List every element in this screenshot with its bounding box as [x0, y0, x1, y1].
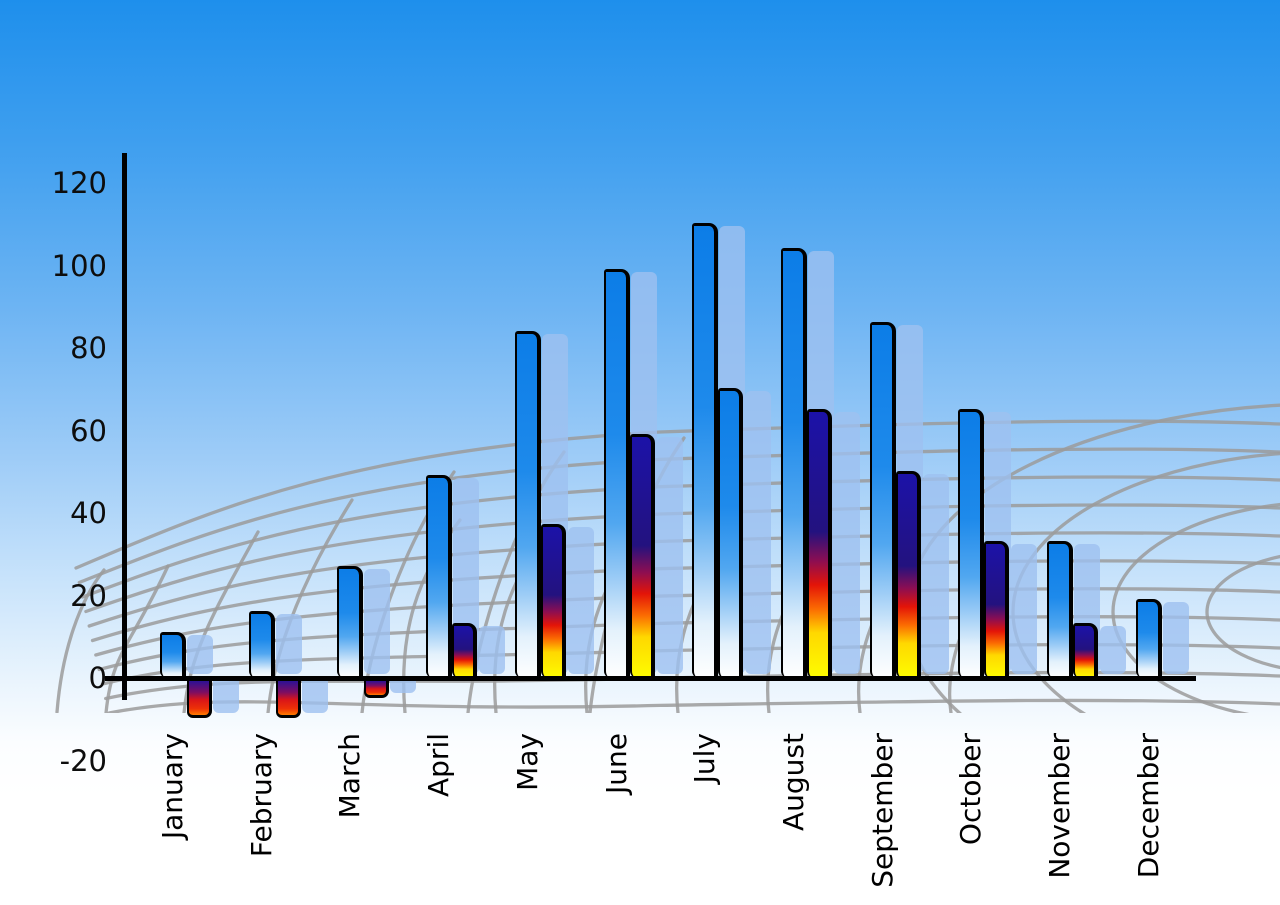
bar-november-primary: [1047, 540, 1073, 678]
bar-august-secondary-shadow: [834, 411, 860, 674]
bar-september-secondary-shadow: [923, 473, 949, 674]
y-tick-40: 40: [70, 496, 107, 530]
x-label-october: October: [954, 733, 987, 846]
x-label-june: June: [600, 733, 633, 794]
bar-march-secondary: [364, 681, 389, 698]
bar-january-primary: [160, 631, 186, 678]
x-label-january: January: [156, 733, 189, 840]
bar-july-secondary: [718, 388, 743, 678]
bar-april-secondary-shadow: [479, 626, 505, 674]
y-tick-0: 0: [88, 661, 107, 695]
bar-september-primary: [870, 322, 896, 678]
bar-december-primary: [1136, 598, 1162, 678]
bar-april-primary: [426, 474, 452, 678]
y-tick--20: -20: [59, 744, 107, 778]
bar-june-secondary: [630, 433, 655, 678]
y-axis-line: [122, 153, 127, 700]
bar-june-secondary-shadow: [657, 436, 683, 674]
bar-january-secondary-shadow: [213, 681, 239, 714]
bar-november-secondary: [1073, 623, 1098, 678]
bar-march-primary-shadow: [364, 568, 390, 674]
bar-july-secondary-shadow: [745, 391, 771, 674]
bar-september-secondary: [896, 470, 921, 678]
bar-october-secondary: [984, 540, 1009, 678]
bar-march-primary: [337, 565, 363, 678]
x-label-november: November: [1043, 733, 1076, 879]
bar-august-primary: [781, 248, 807, 678]
bar-february-secondary: [276, 681, 301, 719]
bar-october-primary: [958, 408, 984, 678]
bar-may-secondary-shadow: [568, 527, 594, 674]
x-label-december: December: [1132, 733, 1165, 879]
x-label-march: March: [333, 733, 366, 819]
bar-november-secondary-shadow: [1100, 626, 1126, 674]
bar-february-secondary-shadow: [302, 681, 328, 714]
x-axis-line: [105, 676, 1196, 681]
bar-january-primary-shadow: [187, 634, 213, 674]
bar-january-secondary: [187, 681, 212, 719]
bar-april-secondary: [452, 623, 477, 678]
x-label-september: September: [866, 733, 899, 888]
bar-may-primary: [515, 330, 541, 678]
y-tick-120: 120: [51, 166, 107, 200]
bar-february-primary-shadow: [276, 614, 302, 674]
x-label-may: May: [511, 733, 544, 791]
x-label-april: April: [422, 733, 455, 797]
bar-february-primary: [249, 611, 275, 678]
y-tick-20: 20: [70, 579, 107, 613]
bar-july-primary: [692, 223, 718, 678]
y-tick-100: 100: [51, 249, 107, 283]
y-tick-60: 60: [70, 414, 107, 448]
x-label-february: February: [245, 733, 278, 858]
x-label-august: August: [777, 733, 810, 831]
bar-august-secondary: [807, 408, 832, 678]
bar-may-secondary: [541, 524, 566, 678]
y-tick-80: 80: [70, 331, 107, 365]
bar-october-secondary-shadow: [1011, 543, 1037, 674]
x-label-july: July: [688, 733, 721, 784]
bar-june-primary: [604, 268, 630, 678]
bar-december-primary-shadow: [1163, 601, 1189, 674]
bar-march-secondary-shadow: [390, 681, 416, 693]
